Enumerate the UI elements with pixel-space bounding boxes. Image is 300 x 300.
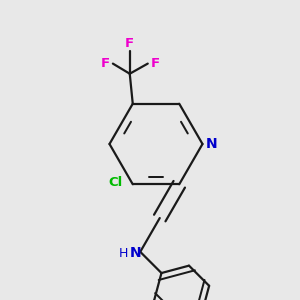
Text: N: N bbox=[130, 246, 142, 260]
Text: F: F bbox=[151, 57, 160, 70]
Text: F: F bbox=[101, 57, 110, 70]
Text: Cl: Cl bbox=[108, 176, 122, 189]
Text: N: N bbox=[206, 137, 217, 151]
Text: F: F bbox=[125, 37, 134, 50]
Text: H: H bbox=[119, 247, 128, 260]
